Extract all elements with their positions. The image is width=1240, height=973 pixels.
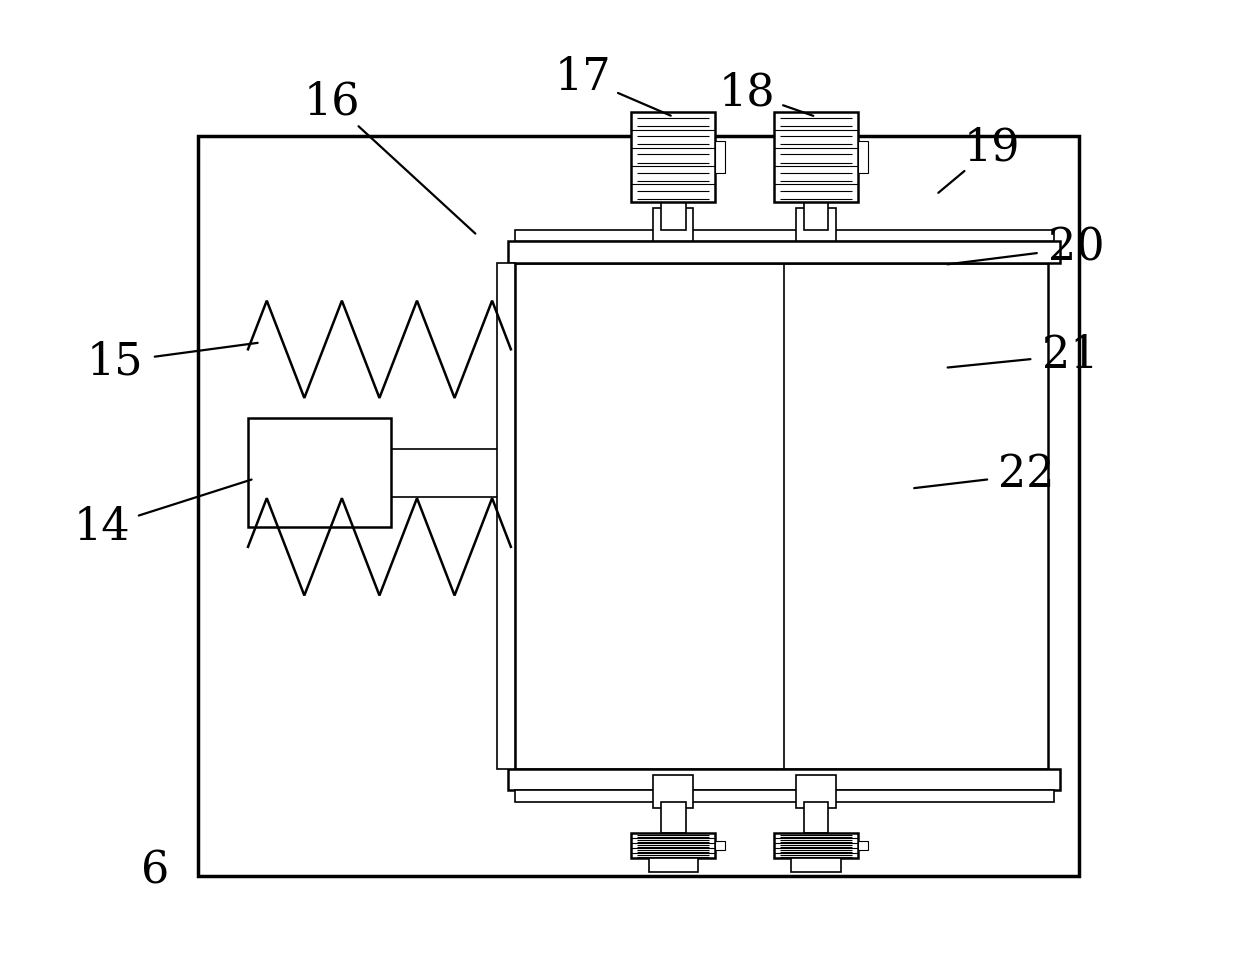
Text: 21: 21 <box>1042 334 1099 377</box>
Bar <box>715 841 725 849</box>
Text: 22: 22 <box>998 453 1055 496</box>
Text: 17: 17 <box>554 56 611 99</box>
Bar <box>791 858 841 872</box>
Bar <box>649 858 698 872</box>
Bar <box>774 833 858 858</box>
Bar <box>515 230 1054 241</box>
Text: 15: 15 <box>87 341 144 383</box>
Bar <box>661 202 686 230</box>
Text: 6: 6 <box>141 849 169 892</box>
Bar <box>508 769 1060 790</box>
Bar <box>858 141 868 172</box>
Bar <box>796 775 836 808</box>
Bar <box>515 790 1054 802</box>
Bar <box>198 136 1079 876</box>
Bar <box>631 833 715 858</box>
Bar <box>804 202 828 230</box>
Bar <box>796 208 836 241</box>
Bar <box>653 775 693 808</box>
Text: 16: 16 <box>304 81 361 124</box>
Bar <box>497 263 515 769</box>
Bar <box>508 241 1060 263</box>
Bar <box>661 802 686 833</box>
Bar <box>858 841 868 849</box>
Text: 20: 20 <box>1048 227 1105 270</box>
Bar <box>515 263 1048 769</box>
Bar <box>248 418 391 527</box>
Bar <box>653 208 693 241</box>
Bar <box>774 112 858 202</box>
Text: 19: 19 <box>963 126 1021 169</box>
Bar <box>715 141 725 172</box>
Text: 14: 14 <box>73 506 130 549</box>
Bar <box>631 112 715 202</box>
Bar <box>804 802 828 833</box>
Text: 18: 18 <box>718 71 775 114</box>
